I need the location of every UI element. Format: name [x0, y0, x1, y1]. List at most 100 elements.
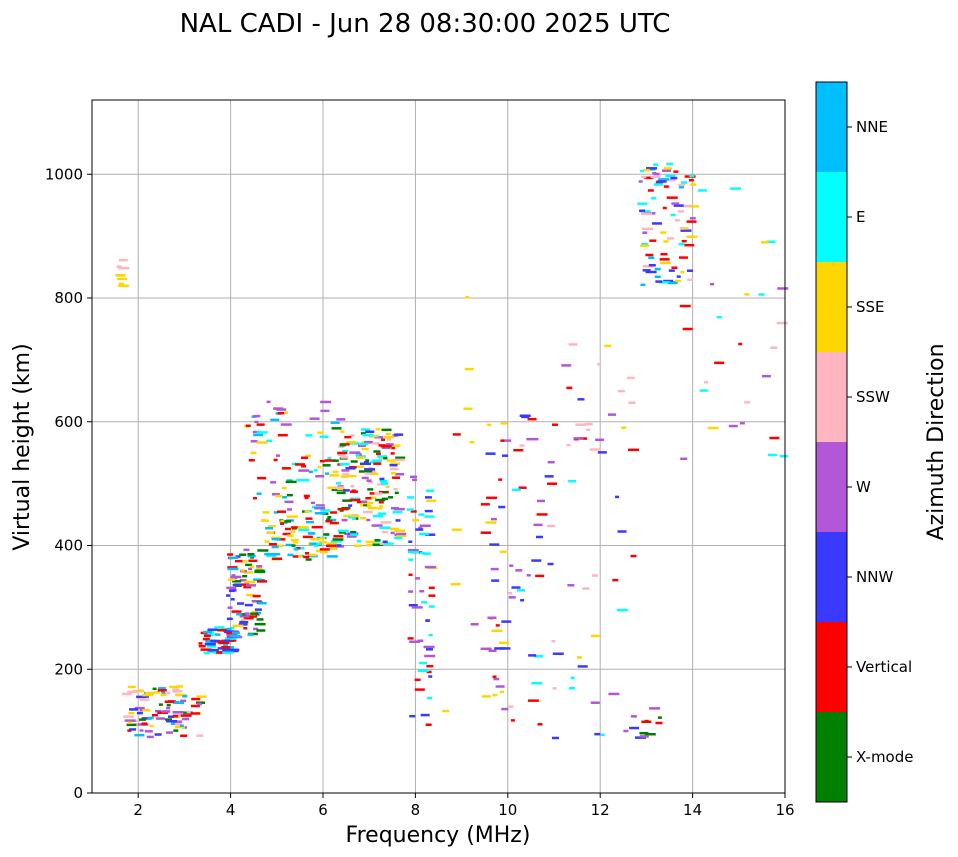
echo-point	[350, 434, 355, 437]
echo-point	[231, 631, 240, 634]
echo-point	[608, 692, 620, 696]
echo-point	[390, 507, 399, 510]
echo-point	[315, 474, 325, 478]
echo-point	[663, 240, 669, 243]
echo-point	[116, 265, 122, 268]
echo-point	[760, 241, 769, 244]
echo-point	[617, 389, 625, 393]
echo-point	[348, 516, 353, 519]
echo-point	[256, 431, 268, 434]
echo-point	[250, 451, 257, 455]
echo-point	[469, 440, 475, 444]
echo-point	[642, 265, 654, 268]
echo-point	[490, 517, 497, 521]
colorbar-segment-vertical	[816, 622, 847, 712]
echo-point	[551, 736, 559, 740]
echo-point	[568, 479, 577, 483]
echo-point	[270, 481, 277, 484]
echo-point	[608, 413, 617, 416]
echo-point	[280, 519, 285, 523]
echo-point	[327, 456, 332, 460]
echo-point	[389, 463, 398, 467]
echo-point	[662, 206, 667, 210]
echo-point	[552, 687, 557, 690]
echo-point	[286, 508, 292, 511]
echo-point	[229, 589, 236, 592]
echo-point	[170, 722, 175, 726]
echo-point	[267, 525, 276, 528]
echo-point	[294, 548, 299, 551]
echo-point	[654, 275, 661, 279]
echo-point	[678, 183, 686, 187]
echo-point	[395, 472, 405, 476]
echo-point	[464, 367, 474, 371]
colorbar-segment-e	[816, 172, 847, 262]
echo-point	[487, 616, 497, 620]
echo-point	[527, 699, 539, 702]
echo-point	[239, 615, 250, 618]
echo-point	[628, 401, 636, 405]
echo-point	[322, 464, 331, 467]
echo-point	[396, 534, 407, 538]
echo-point	[381, 428, 392, 432]
echo-point	[640, 210, 651, 213]
echo-point	[310, 501, 315, 505]
echo-point	[226, 632, 235, 635]
echo-point	[270, 418, 280, 422]
echo-point	[730, 187, 742, 190]
echo-point	[319, 537, 325, 540]
echo-point	[277, 411, 285, 415]
echo-point	[380, 521, 392, 524]
y-axis: 0 200 400 600 800 1000	[45, 165, 92, 802]
echo-point	[141, 695, 149, 698]
echo-point	[604, 344, 612, 348]
echo-point	[641, 227, 653, 231]
echo-point	[383, 542, 394, 545]
echo-point	[369, 434, 379, 438]
echo-point	[117, 284, 129, 288]
echo-point	[300, 478, 310, 482]
echo-point	[326, 555, 338, 558]
echo-point	[326, 544, 337, 548]
echo-point	[327, 515, 332, 519]
echo-point	[381, 438, 386, 442]
echo-point	[352, 517, 357, 520]
echo-point	[174, 723, 182, 726]
echo-point	[349, 533, 358, 536]
echo-point	[656, 180, 667, 183]
echo-point	[391, 446, 396, 450]
echo-point	[422, 552, 431, 555]
echo-point	[682, 204, 692, 208]
echo-point	[779, 455, 788, 458]
echo-point	[138, 718, 146, 721]
echo-point	[657, 716, 662, 719]
echo-point	[761, 374, 771, 378]
plot-grid	[92, 100, 785, 793]
echo-point	[407, 637, 414, 640]
echo-point	[136, 711, 143, 715]
echo-point	[320, 409, 330, 413]
echo-point	[301, 464, 307, 468]
echo-point	[152, 687, 157, 691]
echo-point	[369, 492, 376, 495]
echo-point	[336, 491, 346, 495]
echo-point	[488, 649, 497, 653]
echo-point	[414, 678, 421, 682]
echo-point	[551, 423, 558, 426]
echo-point	[594, 732, 601, 736]
echo-point	[501, 620, 512, 623]
echo-point	[196, 701, 206, 704]
colorbar-segment-sse	[816, 262, 847, 352]
echo-point	[182, 717, 190, 721]
echo-point	[340, 475, 349, 478]
echo-point	[586, 428, 591, 432]
echo-point	[390, 462, 401, 465]
echo-point	[374, 492, 383, 495]
echo-point	[406, 508, 414, 511]
echo-point	[451, 528, 462, 531]
echo-point	[239, 579, 247, 582]
echo-point	[326, 518, 331, 521]
echo-point	[381, 446, 391, 449]
echo-point	[419, 524, 431, 528]
echo-point	[356, 456, 365, 459]
